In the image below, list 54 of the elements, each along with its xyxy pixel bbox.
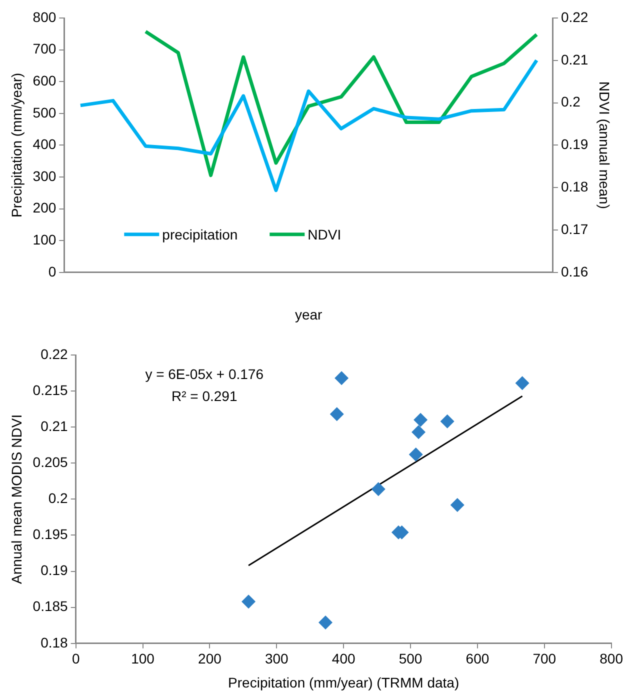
x-axis-title: Precipitation (mm/year) (TRMM data)	[228, 674, 460, 690]
point	[330, 407, 344, 422]
y-tick-label: 400	[32, 136, 56, 152]
legend-label: precipitation	[162, 226, 238, 242]
y-axis-title: Precipitation (mm/year)	[8, 72, 24, 218]
y2-tick-label: 0.16	[560, 263, 588, 280]
point	[515, 376, 530, 390]
x-tick-label: 300	[264, 650, 289, 667]
point	[371, 482, 386, 496]
y-tick-label: 0.19	[40, 562, 68, 578]
y-tick-label: 700	[32, 40, 56, 57]
y-tick-label: 100	[32, 231, 56, 248]
x-tick-label: 500	[398, 650, 422, 667]
y-tick-label: 200	[32, 200, 56, 216]
y-tick-label: 600	[32, 72, 56, 88]
point	[412, 425, 426, 440]
point	[334, 371, 349, 386]
point	[414, 412, 428, 427]
x-tick-label: 200	[198, 650, 222, 667]
y-tick-label: 500	[32, 104, 56, 120]
y-tick-label: 0.2	[48, 490, 68, 506]
y2-tick-label: 0.2	[560, 94, 581, 110]
legend-label: NDVI	[308, 226, 342, 242]
x-tick-label: 0	[72, 650, 80, 667]
y-axis-title: Annual mean MODIS NDVI	[8, 414, 24, 584]
y-tick-label: 0.195	[32, 526, 68, 542]
x-tick-label: 600	[466, 650, 490, 667]
y2-tick-label: 0.19	[560, 136, 588, 152]
y2-tick-label: 0.18	[560, 178, 588, 194]
y-tick-label: 0	[48, 263, 56, 280]
x-axis-title: year	[294, 306, 323, 322]
y2-axis-title: NDVI (annual mean)	[596, 81, 613, 210]
y-tick-label: 0.22	[40, 346, 68, 362]
point	[440, 414, 454, 428]
y2-tick-label: 0.21	[560, 51, 588, 68]
x-tick-label: 400	[332, 650, 356, 667]
x-tick-label: 800	[600, 650, 624, 667]
point	[318, 615, 333, 630]
y2-tick-label: 0.17	[560, 220, 588, 237]
y-tick-label: 0.205	[32, 454, 68, 470]
y-tick-label: 0.185	[32, 598, 68, 614]
y-tick-label: 0.21	[40, 418, 68, 434]
point	[408, 448, 423, 462]
y-tick-label: 0.18	[40, 634, 68, 650]
point	[242, 594, 256, 609]
y-tick-label: 0.215	[32, 382, 68, 398]
point	[450, 498, 464, 512]
annotation: R² = 0.291	[171, 388, 238, 404]
x-tick-label: 700	[532, 650, 556, 667]
y-tick-label: 800	[32, 8, 56, 25]
y-tick-label: 300	[32, 168, 56, 184]
annotation: y = 6E-05x + 0.176	[145, 366, 264, 382]
x-tick-label: 100	[131, 650, 155, 667]
y2-tick-label: 0.22	[560, 8, 588, 25]
